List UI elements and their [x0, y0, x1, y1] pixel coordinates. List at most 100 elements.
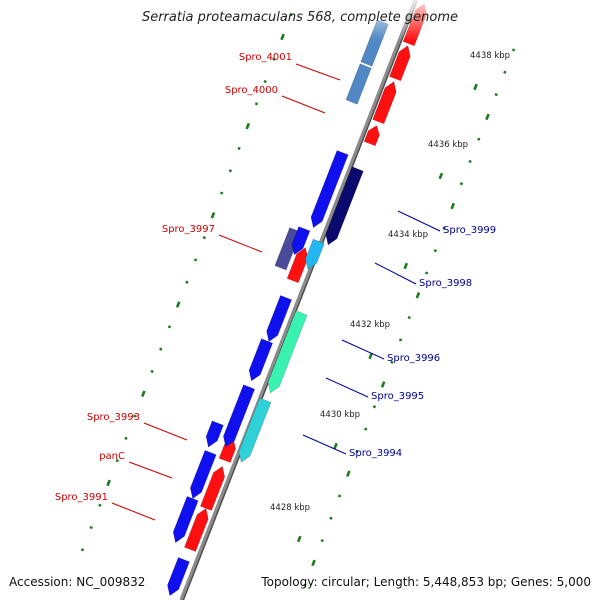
backbone-line — [179, 0, 417, 601]
tick-mark-right — [133, 414, 137, 418]
tick-mark-left — [494, 92, 498, 97]
label-leader-line — [111, 502, 156, 521]
labels-layer: Spro_4001 Spro_4000 Spro_3997 Spro_3993 panC… — [55, 52, 496, 521]
label-leader-line — [128, 461, 173, 479]
label-leader-line — [281, 95, 326, 114]
label-leader-line — [374, 262, 417, 285]
gene-label[interactable]: Spro_3998 — [419, 278, 472, 289]
major-tick-mark — [333, 442, 338, 450]
tick-label: 4434 kbp — [388, 230, 428, 240]
tick-mark-right — [124, 436, 128, 440]
tick-mark-right — [89, 525, 93, 530]
gene-feature[interactable] — [305, 238, 325, 270]
tick-mark-right — [115, 459, 119, 463]
gene-feature[interactable] — [167, 557, 190, 597]
gene-feature[interactable] — [267, 310, 308, 394]
topology-summary: Topology: circular; Length: 5,448,853 bp… — [261, 575, 591, 589]
tick-mark-right — [237, 146, 241, 151]
tick-mark-left — [311, 559, 316, 567]
tick-label: 4432 kbp — [350, 320, 390, 330]
tick-mark-left — [442, 226, 446, 230]
tick-mark-right — [98, 503, 102, 507]
gene-feature[interactable] — [345, 63, 372, 105]
backbone-layer — [179, 0, 418, 601]
gene-feature[interactable] — [223, 384, 256, 448]
tick-mark-right — [106, 479, 111, 487]
major-tick-mark — [368, 352, 373, 360]
gene-label[interactable]: Spro_3994 — [349, 448, 402, 459]
tick-mark-right — [245, 122, 251, 130]
tick-mark-right — [220, 191, 224, 195]
tick-mark-right — [175, 301, 181, 308]
gene-feature[interactable] — [325, 166, 364, 246]
tick-mark-right — [228, 169, 232, 173]
tick-mark-left — [450, 202, 456, 210]
tick-mark-right — [263, 79, 267, 84]
gene-feature[interactable] — [291, 226, 311, 256]
tick-mark-left — [415, 292, 421, 299]
tick-mark-left — [477, 137, 481, 141]
tick-mark-left — [329, 516, 333, 520]
label-leader-line — [218, 234, 263, 253]
gene-feature[interactable] — [248, 338, 273, 382]
tick-label: 4430 kbp — [320, 410, 360, 420]
tick-mark-right — [80, 548, 85, 552]
tick-layer: 4428 kbp 4430 kbp 4432 kbp 4434 kbp 4436 kbp… — [80, 13, 516, 587]
tick-mark-right — [185, 280, 189, 284]
gene-label[interactable]: Spro_3995 — [371, 391, 424, 402]
gene-label[interactable]: Spro_3996 — [387, 353, 440, 364]
gene-feature[interactable] — [200, 465, 226, 511]
tick-mark-left — [320, 538, 324, 543]
gene-feature[interactable] — [189, 450, 217, 500]
gene-label[interactable]: Spro_3993 — [87, 412, 140, 423]
label-leader-line — [397, 210, 441, 232]
tick-mark-right — [289, 13, 293, 17]
gene-feature[interactable] — [372, 81, 397, 125]
tick-mark-right — [141, 390, 146, 397]
gene-label[interactable]: Spro_3997 — [162, 224, 215, 235]
tick-mark-left — [485, 113, 490, 121]
tick-mark-right — [150, 369, 154, 374]
tick-mark-right — [193, 258, 198, 262]
tick-mark-left — [380, 381, 386, 388]
tick-mark-right — [210, 212, 216, 219]
major-tick-mark — [296, 535, 302, 543]
tick-mark-left — [355, 449, 359, 453]
gene-feature[interactable] — [172, 496, 199, 544]
tick-mark-right — [167, 325, 172, 329]
gene-label[interactable]: Spro_3999 — [443, 225, 496, 236]
top-fade — [300, 0, 460, 40]
tick-mark-left — [407, 315, 411, 320]
major-tick-mark — [438, 172, 444, 180]
gene-feature[interactable] — [238, 397, 272, 463]
gene-feature[interactable] — [184, 507, 209, 552]
label-leader-line — [341, 339, 385, 360]
gene-feature[interactable] — [389, 45, 411, 82]
label-leader-line — [302, 434, 347, 455]
gene-label[interactable]: Spro_4000 — [225, 85, 278, 96]
gene-feature[interactable] — [205, 420, 224, 448]
gene-label[interactable]: Spro_4001 — [239, 52, 292, 63]
accession-text: Accession: NC_009832 — [9, 575, 146, 589]
tick-label: 4438 kbp — [470, 51, 510, 61]
tick-mark-right — [280, 33, 285, 41]
major-tick-mark — [473, 83, 478, 91]
label-leader-line — [143, 422, 188, 441]
tick-mark-left — [398, 338, 403, 342]
tick-mark-left — [424, 271, 429, 275]
tick-mark-right — [272, 57, 276, 61]
gene-feature[interactable] — [310, 150, 349, 229]
gene-feature[interactable] — [363, 125, 380, 147]
label-leader-line — [325, 377, 369, 398]
gene-label[interactable]: Spro_3991 — [55, 492, 108, 503]
map-title: Serratia proteamaculans 568, complete ge… — [141, 10, 459, 25]
tick-mark-right — [202, 236, 206, 240]
tick-mark-right — [159, 347, 163, 351]
gene-feature[interactable] — [266, 295, 292, 343]
gene-label[interactable]: panC — [99, 451, 125, 462]
tick-mark-right — [254, 102, 259, 106]
tick-mark-left — [337, 494, 342, 498]
tick-mark-left — [459, 182, 464, 186]
tick-mark-left — [303, 583, 307, 587]
